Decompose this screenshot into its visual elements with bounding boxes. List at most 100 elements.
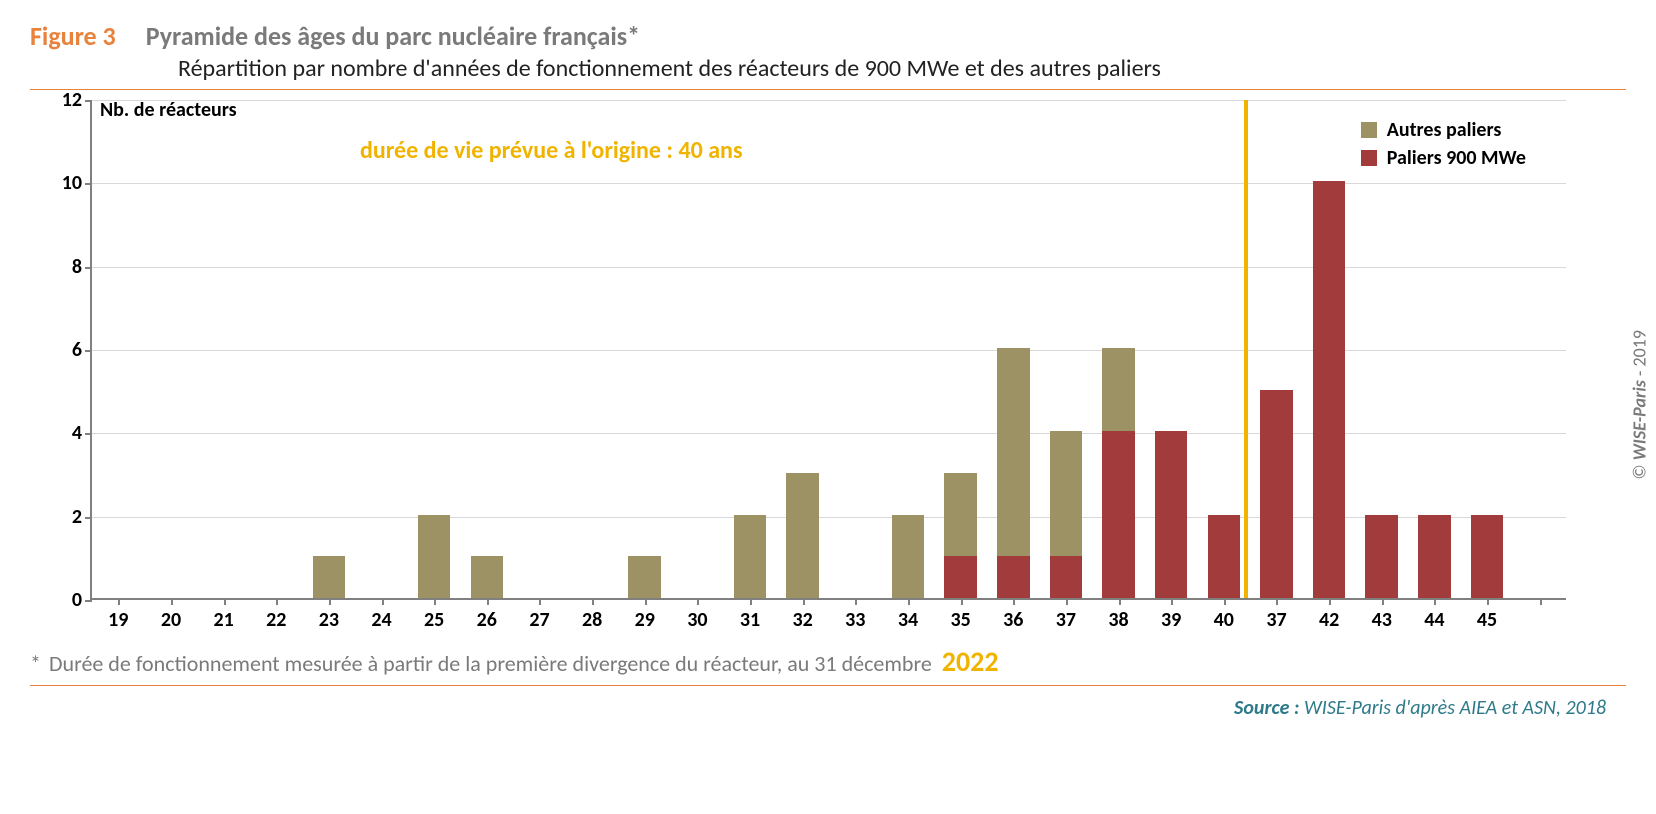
bar-segment-autres	[892, 515, 925, 598]
legend-swatch-icon	[1361, 150, 1377, 166]
x-tick-mark	[1066, 598, 1068, 605]
x-tick-label: 26	[477, 608, 497, 632]
x-tick-label: 20	[161, 608, 181, 632]
x-tick-mark	[1171, 598, 1173, 605]
x-tick-label: 39	[1161, 608, 1181, 632]
y-tick-label: 2	[52, 505, 82, 529]
y-tick-label: 4	[52, 421, 82, 445]
y-tick-label: 0	[52, 588, 82, 612]
copyright-name: WISE-Paris	[1628, 380, 1650, 460]
bar-segment-900mwe	[1260, 390, 1293, 598]
x-tick-label: 43	[1372, 608, 1392, 632]
bar-segment-autres	[997, 348, 1030, 556]
x-tick-mark	[539, 598, 541, 605]
bar-segment-autres	[1050, 431, 1083, 556]
x-tick-mark	[118, 598, 120, 605]
source-text: WISE-Paris d'après AIEA et ASN, 2018	[1304, 696, 1606, 720]
footnote: * Durée de fonctionnement mesurée à part…	[30, 644, 1626, 679]
x-tick-mark	[434, 598, 436, 605]
source: Source : WISE-Paris d'après AIEA et ASN,…	[30, 696, 1606, 720]
bar-segment-autres	[786, 473, 819, 598]
x-tick-label: 21	[213, 608, 233, 632]
x-tick-mark	[224, 598, 226, 605]
x-tick-label: 29	[635, 608, 655, 632]
bar-segment-autres	[734, 515, 767, 598]
y-tick-mark	[85, 100, 92, 102]
x-tick-mark	[1276, 598, 1278, 605]
bar-segment-900mwe	[944, 556, 977, 598]
x-tick-mark	[908, 598, 910, 605]
x-tick-mark	[329, 598, 331, 605]
figure-label: Figure 3	[30, 20, 116, 52]
x-tick-label: 22	[266, 608, 286, 632]
y-tick-label: 10	[52, 171, 82, 195]
legend-label: Autres paliers	[1387, 118, 1502, 142]
source-label: Source :	[1234, 696, 1299, 720]
footnote-year: 2022	[942, 644, 999, 679]
x-tick-mark	[1329, 598, 1331, 605]
bar-segment-900mwe	[1471, 515, 1504, 598]
bar-segment-900mwe	[1208, 515, 1241, 598]
x-tick-label: 28	[582, 608, 602, 632]
x-tick-label: 33	[845, 608, 865, 632]
chart-container: Nb. de réacteurs durée de vie prévue à l…	[30, 100, 1626, 600]
bar-segment-900mwe	[1365, 515, 1398, 598]
copyright-year: - 2019	[1628, 330, 1650, 376]
x-tick-label: 34	[898, 608, 918, 632]
x-tick-label: 37	[1056, 608, 1076, 632]
x-tick-label: 42	[1319, 608, 1339, 632]
x-tick-label: 31	[740, 608, 760, 632]
x-tick-mark	[171, 598, 173, 605]
figure-subtitle: Répartition par nombre d'années de fonct…	[178, 54, 1626, 83]
figure-title: Pyramide des âges du parc nucléaire fran…	[146, 20, 640, 52]
x-tick-label: 35	[950, 608, 970, 632]
bar-segment-900mwe	[1418, 515, 1451, 598]
x-tick-label: 36	[1003, 608, 1023, 632]
figure-header: Figure 3 Pyramide des âges du parc nuclé…	[30, 20, 1626, 83]
bar-segment-900mwe	[1155, 431, 1188, 598]
x-tick-label: 40	[1214, 608, 1234, 632]
legend-item: Paliers 900 MWe	[1361, 146, 1526, 170]
bar-segment-900mwe	[997, 556, 1030, 598]
bar-segment-autres	[944, 473, 977, 556]
y-tick-mark	[85, 600, 92, 602]
x-tick-mark	[1382, 598, 1384, 605]
x-tick-mark	[697, 598, 699, 605]
x-tick-mark	[1434, 598, 1436, 605]
x-tick-mark	[855, 598, 857, 605]
x-tick-mark	[1540, 598, 1542, 605]
legend-label: Paliers 900 MWe	[1387, 146, 1526, 170]
x-tick-label: 37	[1266, 608, 1286, 632]
x-tick-label: 45	[1477, 608, 1497, 632]
y-tick-mark	[85, 433, 92, 435]
footnote-star: *	[30, 650, 41, 677]
x-tick-mark	[1224, 598, 1226, 605]
x-tick-mark	[382, 598, 384, 605]
bar-segment-autres	[418, 515, 451, 598]
copyright-symbol: ©	[1628, 464, 1650, 479]
x-tick-mark	[487, 598, 489, 605]
bar-segment-autres	[471, 556, 504, 598]
y-tick-mark	[85, 183, 92, 185]
bar-segment-900mwe	[1102, 431, 1135, 598]
bar-segment-900mwe	[1313, 181, 1346, 598]
copyright-vertical: © WISE-Paris - 2019	[1628, 330, 1650, 480]
x-tick-label: 27	[529, 608, 549, 632]
x-tick-label: 23	[319, 608, 339, 632]
divider-top	[30, 89, 1626, 90]
x-tick-mark	[1487, 598, 1489, 605]
x-tick-mark	[592, 598, 594, 605]
legend-swatch-icon	[1361, 122, 1377, 138]
x-tick-mark	[645, 598, 647, 605]
x-tick-mark	[276, 598, 278, 605]
x-tick-label: 25	[424, 608, 444, 632]
x-tick-label: 38	[1108, 608, 1128, 632]
y-tick-mark	[85, 267, 92, 269]
y-tick-label: 8	[52, 255, 82, 279]
bar-segment-900mwe	[1050, 556, 1083, 598]
plot-area: Autres paliers Paliers 900 MWe 024681012…	[90, 100, 1566, 600]
y-tick-label: 12	[52, 88, 82, 112]
x-tick-mark	[961, 598, 963, 605]
footnote-text: Durée de fonctionnement mesurée à partir…	[49, 650, 932, 677]
legend: Autres paliers Paliers 900 MWe	[1361, 118, 1526, 174]
